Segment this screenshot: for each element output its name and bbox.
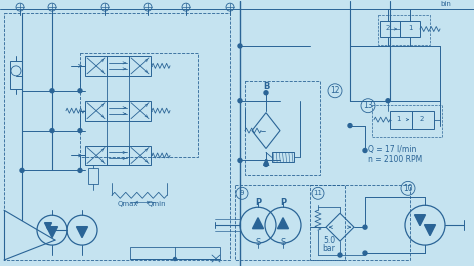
Circle shape: [238, 44, 242, 48]
Circle shape: [338, 253, 342, 257]
Bar: [107, 56, 129, 76]
Text: bin: bin: [440, 1, 451, 7]
Text: Qmax: Qmax: [118, 201, 138, 207]
Circle shape: [363, 251, 367, 255]
Text: S: S: [281, 238, 286, 247]
Text: 5.0: 5.0: [323, 236, 335, 245]
Text: 2: 2: [420, 116, 424, 122]
Polygon shape: [414, 215, 426, 226]
Bar: [107, 101, 129, 121]
Bar: [129, 56, 151, 76]
Circle shape: [173, 257, 176, 260]
Text: 2: 2: [386, 25, 390, 31]
Text: Q = 17 l/min: Q = 17 l/min: [368, 146, 416, 155]
Bar: [85, 146, 107, 165]
Circle shape: [238, 99, 242, 103]
Bar: [129, 146, 151, 165]
Circle shape: [78, 168, 82, 172]
Circle shape: [20, 168, 24, 172]
Text: B: B: [263, 82, 269, 91]
Bar: [129, 101, 151, 121]
Polygon shape: [46, 227, 57, 238]
Bar: [85, 101, 107, 121]
Bar: [412, 111, 434, 128]
Circle shape: [264, 163, 268, 167]
Text: 12: 12: [330, 86, 340, 95]
Circle shape: [348, 124, 352, 128]
Text: S: S: [255, 238, 261, 247]
Bar: [235, 185, 345, 260]
Text: 11: 11: [313, 190, 322, 196]
Text: 10: 10: [403, 184, 413, 193]
Bar: [10, 61, 22, 89]
Bar: [310, 185, 410, 260]
Text: A: A: [263, 159, 269, 168]
Circle shape: [50, 89, 54, 93]
Polygon shape: [277, 218, 289, 229]
Text: P: P: [255, 198, 261, 207]
Circle shape: [363, 148, 367, 152]
Circle shape: [363, 225, 367, 229]
Bar: [400, 21, 420, 37]
Bar: [88, 168, 98, 184]
Bar: [372, 105, 442, 136]
Text: n = 2100 RPM: n = 2100 RPM: [368, 155, 422, 164]
Bar: [245, 81, 320, 175]
Polygon shape: [425, 225, 436, 236]
Circle shape: [50, 128, 54, 132]
Circle shape: [238, 159, 242, 163]
Bar: [130, 247, 220, 259]
Bar: [107, 146, 129, 165]
Text: 9: 9: [240, 190, 244, 196]
Bar: [378, 15, 430, 45]
Circle shape: [386, 99, 390, 103]
Bar: [4, 13, 230, 260]
Circle shape: [264, 91, 268, 95]
Polygon shape: [253, 218, 264, 229]
Text: 1: 1: [396, 116, 400, 122]
Text: Qmin: Qmin: [148, 201, 166, 207]
Text: P: P: [280, 198, 286, 207]
Bar: [80, 53, 198, 157]
Bar: [380, 21, 400, 37]
Polygon shape: [76, 227, 88, 238]
Bar: [85, 56, 107, 76]
Bar: [390, 111, 412, 128]
Bar: [272, 152, 294, 163]
Text: 13: 13: [363, 101, 373, 110]
Circle shape: [78, 128, 82, 132]
Text: bar: bar: [323, 244, 336, 253]
Circle shape: [78, 89, 82, 93]
Text: 1: 1: [408, 25, 412, 31]
Polygon shape: [45, 223, 52, 230]
